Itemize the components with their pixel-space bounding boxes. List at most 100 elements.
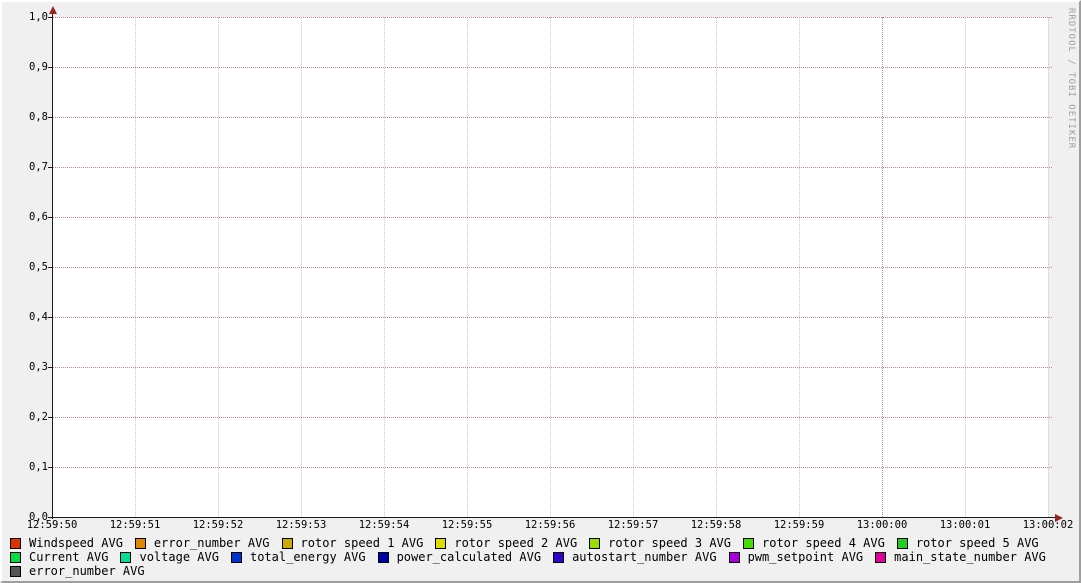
gridline-v xyxy=(301,17,302,517)
legend-label: Windspeed AVG xyxy=(29,536,123,550)
x-axis-label: 13:00:00 xyxy=(856,519,908,531)
x-axis-line xyxy=(49,517,1056,518)
gridline-v xyxy=(218,17,219,517)
gridline-h xyxy=(52,67,1052,68)
legend-label: total_energy AVG xyxy=(249,550,366,564)
legend-row: Windspeed AVG error_number AVG rotor spe… xyxy=(10,536,1046,550)
legend-label: main_state_number AVG xyxy=(894,550,1046,564)
legend-item: rotor speed 1 AVG xyxy=(281,536,424,550)
legend-label: power_calculated AVG xyxy=(396,550,542,564)
legend-item: voltage AVG xyxy=(120,550,219,564)
legend-label: rotor speed 1 AVG xyxy=(300,536,424,550)
x-axis-label: 12:59:51 xyxy=(109,519,161,531)
rrdtool-watermark: RRDTOOL / TOBI OETIKER xyxy=(1066,8,1076,150)
gridline-v xyxy=(384,17,385,517)
gridline-h xyxy=(52,467,1052,468)
legend-label: rotor speed 5 AVG xyxy=(915,536,1039,550)
y-tick xyxy=(48,167,53,168)
x-axis-label: 12:59:59 xyxy=(773,519,825,531)
y-tick xyxy=(48,367,53,368)
y-axis-label: 0,2 xyxy=(29,411,48,423)
x-axis-label: 13:00:02 xyxy=(1022,519,1074,531)
y-tick xyxy=(48,417,53,418)
gridline-v xyxy=(467,17,468,517)
legend-swatch xyxy=(553,551,565,563)
gridline-v xyxy=(799,17,800,517)
gridline-v xyxy=(633,17,634,517)
legend-label: autostart_number AVG xyxy=(572,550,717,564)
legend-swatch xyxy=(120,551,132,563)
legend-swatch xyxy=(896,537,908,549)
gridline-h xyxy=(52,267,1052,268)
gridline-v xyxy=(135,17,136,517)
legend-swatch xyxy=(134,537,146,549)
y-axis-label: 0,3 xyxy=(29,361,48,373)
gridline-h xyxy=(52,217,1052,218)
legend-item: rotor speed 5 AVG xyxy=(896,536,1039,550)
legend-label: rotor speed 4 AVG xyxy=(762,536,885,550)
legend-swatch xyxy=(10,565,21,577)
y-tick xyxy=(48,517,53,518)
legend-swatch xyxy=(875,551,887,563)
y-axis-label: 0,4 xyxy=(29,311,48,323)
y-axis-label: 0,6 xyxy=(29,211,48,223)
x-axis-label: 12:59:55 xyxy=(441,519,493,531)
x-axis-label: 12:59:50 xyxy=(26,519,78,531)
y-axis-label: 0,1 xyxy=(29,461,48,473)
legend-swatch xyxy=(435,537,447,549)
gridline-h xyxy=(52,367,1052,368)
legend-label: error_number AVG xyxy=(153,536,270,550)
legend-item: error_number AVG xyxy=(10,564,145,578)
y-axis-label: 0,0 xyxy=(29,511,48,523)
legend-swatch xyxy=(10,537,21,549)
legend-swatch xyxy=(589,537,601,549)
x-axis-label: 12:59:56 xyxy=(524,519,576,531)
gridline-v-major xyxy=(882,17,883,517)
x-axis-label: 12:59:53 xyxy=(275,519,327,531)
legend-swatch xyxy=(728,551,740,563)
x-axis-label: 13:00:01 xyxy=(939,519,991,531)
legend-item: rotor speed 4 AVG xyxy=(743,536,885,550)
gridline-v xyxy=(965,17,966,517)
legend-item: error_number AVG xyxy=(134,536,270,550)
y-tick xyxy=(48,217,53,218)
gridline-h xyxy=(52,17,1052,18)
gridline-v xyxy=(550,17,551,517)
legend-item: autostart_number AVG xyxy=(553,550,717,564)
y-axis-line xyxy=(52,12,53,519)
y-axis-label: 0,5 xyxy=(29,261,48,273)
gridline-h xyxy=(52,317,1052,318)
legend-item: rotor speed 2 AVG xyxy=(435,536,577,550)
legend-swatch xyxy=(281,537,293,549)
gridline-v xyxy=(1048,17,1049,517)
y-tick xyxy=(48,17,53,18)
x-axis-label: 12:59:52 xyxy=(192,519,244,531)
y-axis-label: 0,8 xyxy=(29,111,48,123)
x-axis-arrow-icon xyxy=(1055,514,1063,522)
legend-item: rotor speed 3 AVG xyxy=(589,536,731,550)
plot-area xyxy=(52,17,1052,517)
legend-swatch xyxy=(743,537,754,549)
y-tick xyxy=(48,467,53,468)
legend-item: pwm_setpoint AVG xyxy=(728,550,864,564)
y-tick xyxy=(48,267,53,268)
legend-swatch xyxy=(377,551,389,563)
y-tick xyxy=(48,317,53,318)
legend-label: rotor speed 3 AVG xyxy=(608,536,731,550)
y-axis-label: 1,0 xyxy=(29,11,48,23)
y-axis-arrow-icon xyxy=(49,6,57,14)
legend-item: Current AVG xyxy=(10,550,108,564)
legend-row: error_number AVG xyxy=(10,564,1046,578)
gridline-h xyxy=(52,167,1052,168)
gridline-h xyxy=(52,417,1052,418)
x-axis-label: 12:59:54 xyxy=(358,519,410,531)
legend-item: Windspeed AVG xyxy=(10,536,123,550)
legend-label: voltage AVG xyxy=(139,550,219,564)
y-tick xyxy=(48,117,53,118)
legend-label: pwm_setpoint AVG xyxy=(747,550,864,564)
legend-item: power_calculated AVG xyxy=(377,550,542,564)
x-axis-label: 12:59:58 xyxy=(690,519,742,531)
y-axis-label: 0,7 xyxy=(29,161,48,173)
legend-swatch xyxy=(230,551,242,563)
